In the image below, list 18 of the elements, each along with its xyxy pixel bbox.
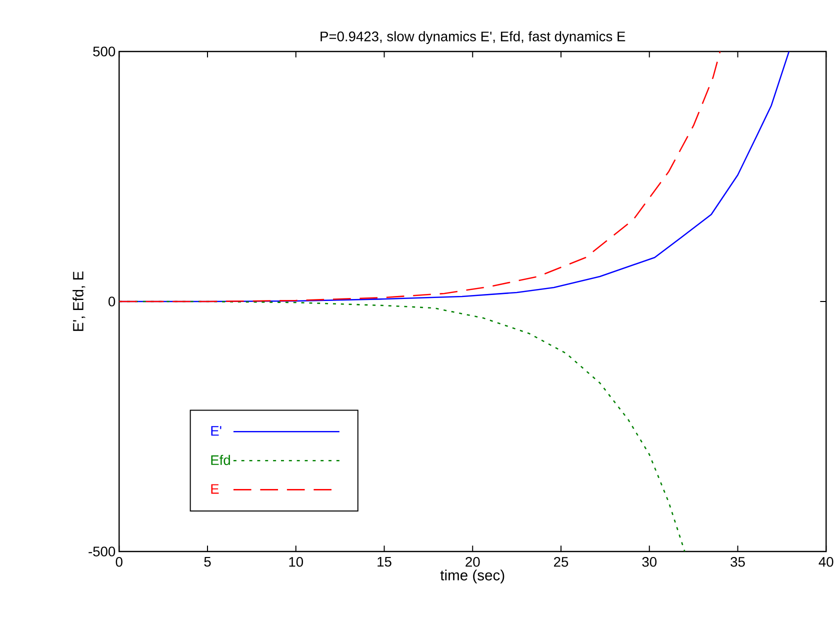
x-tick-label: 15	[378, 557, 392, 567]
x-tick-label: 30	[642, 557, 657, 567]
x-tick-label: 25	[554, 557, 568, 567]
text: E	[211, 484, 219, 494]
y-tick-label: -500	[88, 546, 116, 556]
x-tick-label: 5	[204, 557, 211, 567]
x-tick-label: 35	[730, 557, 745, 567]
y-tick-label: 500	[93, 46, 116, 56]
chart-title: P=0.9423, slow dynamics E', Efd, fast dynamics E	[320, 31, 626, 44]
x-axis-title: time (sec)	[440, 570, 504, 584]
x-tick-label: 40	[818, 557, 834, 567]
x-tick-label: 0	[116, 557, 122, 567]
text: E'	[211, 426, 222, 436]
x-tick-label: 10	[289, 557, 304, 567]
text: Efd	[211, 454, 230, 466]
y-tick-label: 0	[108, 296, 116, 306]
x-tick-label: 20	[466, 557, 480, 567]
y-axis-title: E', Efd, E	[72, 272, 86, 331]
